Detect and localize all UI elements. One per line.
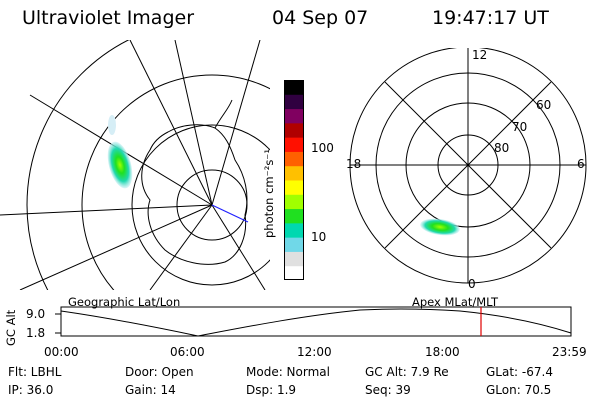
status-ip: IP: 36.0 xyxy=(8,383,54,397)
colorbar xyxy=(284,80,304,280)
altitude-ytick-1-8: 1.8 xyxy=(26,326,46,340)
colorbar-segment xyxy=(284,165,304,181)
colorbar-segment xyxy=(284,122,304,138)
colorbar-segment xyxy=(284,94,304,110)
time-tick-0600: 06:00 xyxy=(170,345,205,359)
status-mode: Mode: Normal xyxy=(246,365,330,379)
colorbar-segment xyxy=(284,80,304,95)
colorbar-segment xyxy=(284,151,304,167)
mlt-label-0: 0 xyxy=(468,277,476,291)
status-gain: Gain: 14 xyxy=(125,383,176,397)
time-tick-1800: 18:00 xyxy=(425,345,460,359)
status-door: Door: Open xyxy=(125,365,194,379)
aurora-emission-left xyxy=(107,141,133,189)
colorbar-segment xyxy=(284,194,304,210)
mlat-label-70: 70 xyxy=(512,120,528,134)
date-label: 04 Sep 07 xyxy=(272,7,369,29)
status-seq: Seq: 39 xyxy=(365,383,411,397)
status-dsp: Dsp: 1.9 xyxy=(246,383,297,397)
aurora-faint-left xyxy=(108,115,116,135)
colorbar-tick-100: 100 xyxy=(311,141,334,155)
time-tick-0000: 00:00 xyxy=(44,345,79,359)
colorbar-segment xyxy=(284,208,304,224)
status-glat: GLat: -67.4 xyxy=(486,365,553,379)
mlt-label-18: 18 xyxy=(346,157,362,171)
colorbar-tick-10: 10 xyxy=(311,230,327,244)
colorbar-segment xyxy=(284,222,304,238)
altitude-ylabel: GC Alt xyxy=(4,309,18,346)
altitude-plot xyxy=(55,306,572,337)
left-map-caption: Geographic Lat/Lon xyxy=(68,295,181,309)
time-label: 19:47:17 UT xyxy=(432,7,549,29)
mlat-label-60: 60 xyxy=(536,98,552,112)
colorbar-segment xyxy=(284,137,304,152)
instrument-title: Ultraviolet Imager xyxy=(22,7,195,29)
colorbar-unit-label: photon cm⁻²s⁻¹ xyxy=(262,149,276,238)
time-tick-1200: 12:00 xyxy=(297,345,332,359)
mlt-label-12: 12 xyxy=(472,48,488,62)
status-gc-alt: GC Alt: 7.9 Re xyxy=(365,365,449,379)
mlat-label-80: 80 xyxy=(494,141,510,155)
colorbar-segment xyxy=(284,180,304,195)
colorbar-segment xyxy=(284,251,304,267)
geographic-map xyxy=(0,40,270,290)
magnetic-polar-map xyxy=(349,48,587,284)
status-flt: Flt: LBHL xyxy=(8,365,62,379)
status-glon: GLon: 70.5 xyxy=(486,383,552,397)
colorbar-segment xyxy=(284,265,304,280)
colorbar-segment xyxy=(284,237,304,252)
colorbar-segment xyxy=(284,108,304,124)
right-map-caption: Apex MLat/MLT xyxy=(412,295,499,309)
aurora-emission-right xyxy=(420,218,460,236)
time-tick-2359: 23:59 xyxy=(552,345,587,359)
mlt-label-6: 6 xyxy=(577,157,585,171)
altitude-ytick-9: 9.0 xyxy=(26,307,46,321)
colorbar-frame xyxy=(284,80,304,280)
